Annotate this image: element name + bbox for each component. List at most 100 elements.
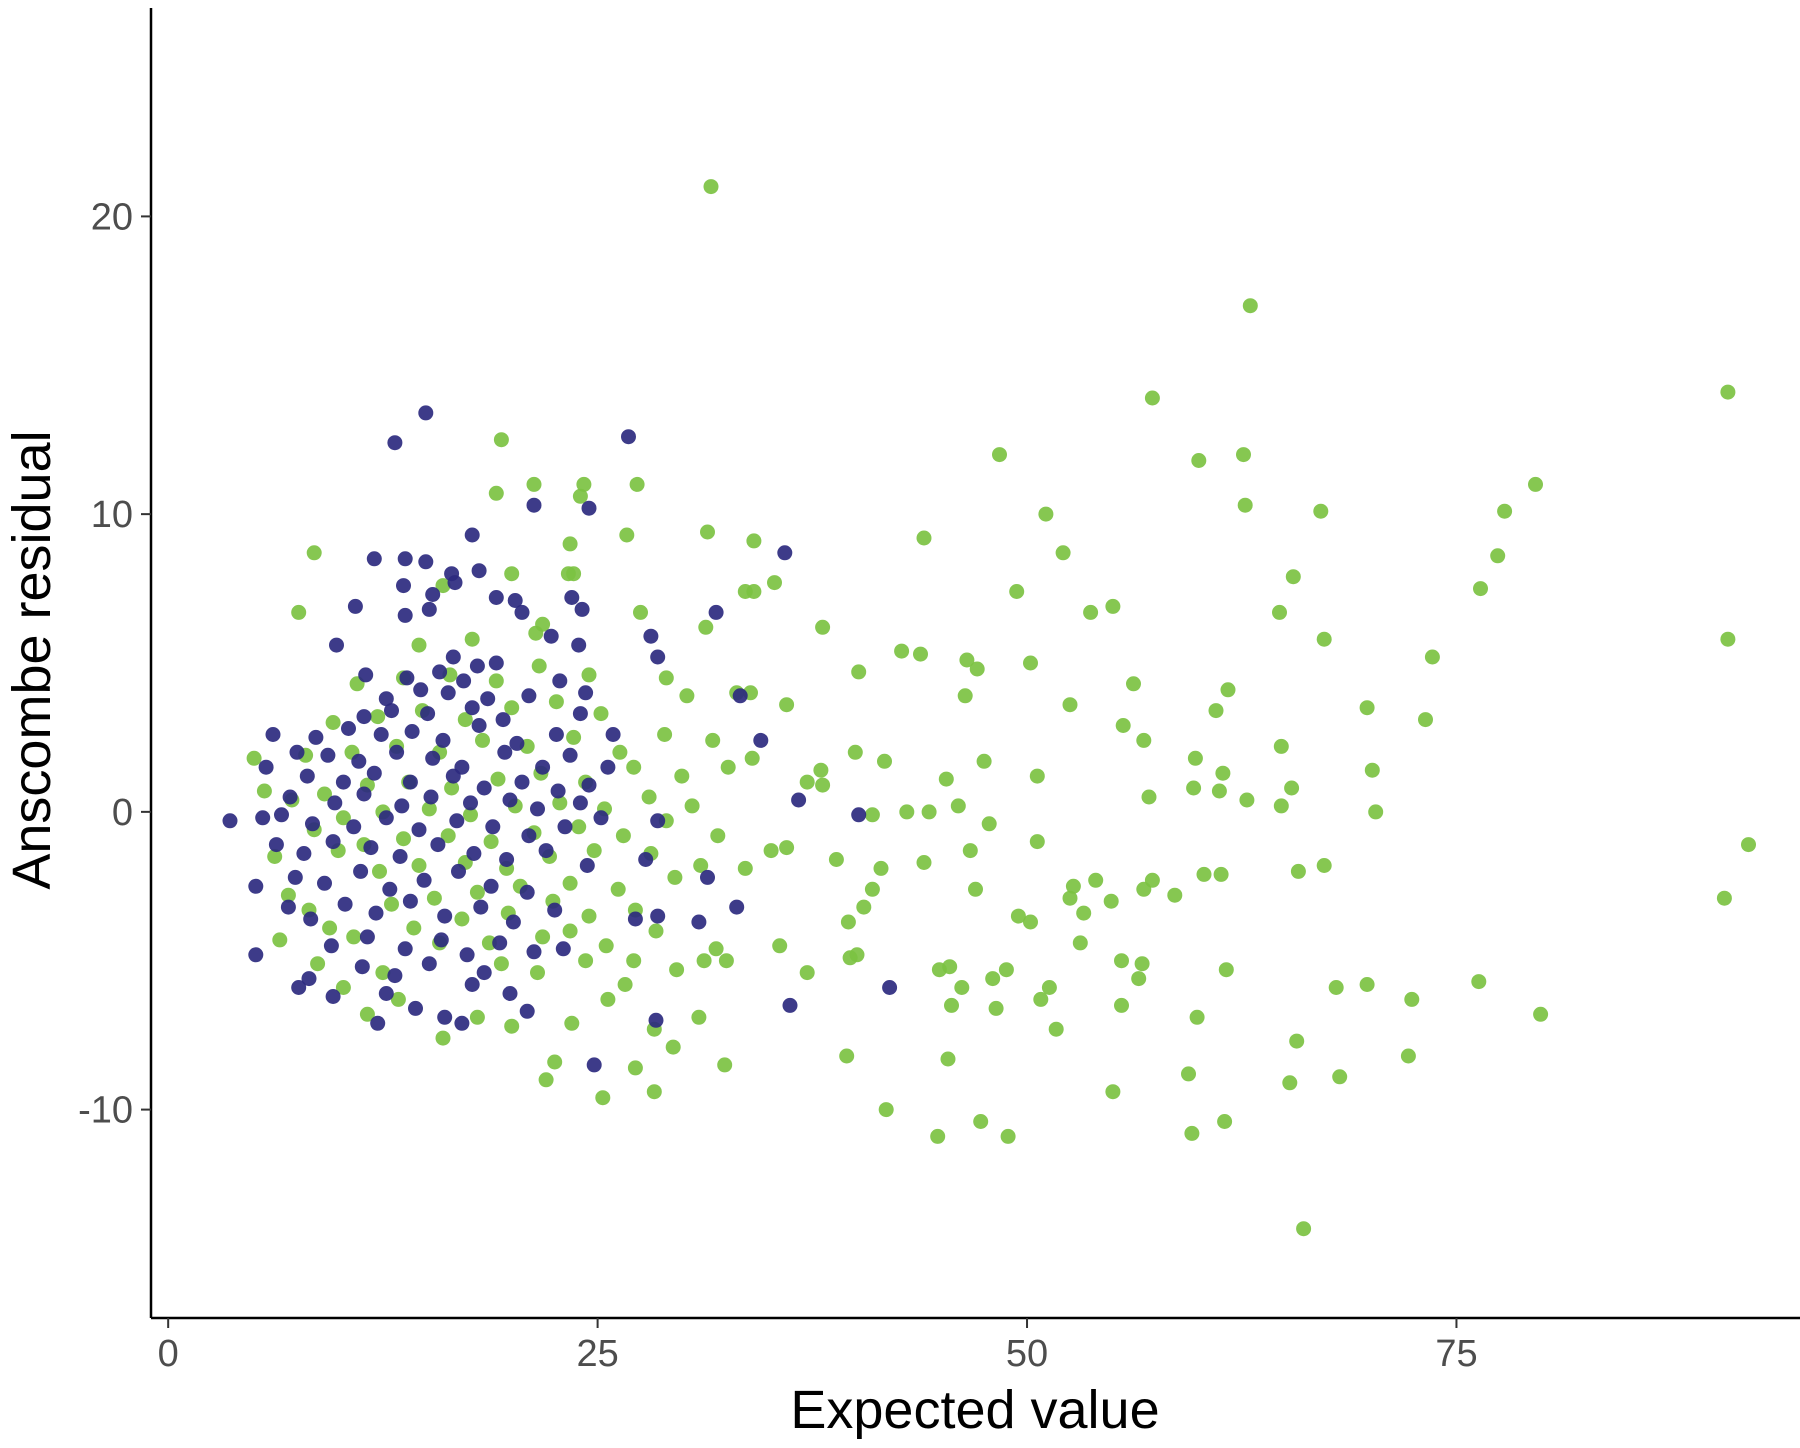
data-point — [693, 858, 709, 873]
data-point — [1218, 962, 1234, 978]
data-point — [287, 869, 303, 885]
data-point — [490, 771, 506, 787]
data-point — [387, 968, 403, 984]
data-point — [447, 575, 463, 591]
data-point — [359, 929, 375, 945]
data-point — [1741, 837, 1756, 853]
data-point — [514, 774, 530, 790]
data-point — [335, 980, 351, 995]
data-point — [799, 774, 815, 790]
data-point — [426, 890, 442, 906]
data-point — [329, 637, 344, 653]
data-point — [899, 804, 915, 820]
data-point — [717, 1057, 733, 1073]
data-point — [451, 863, 466, 879]
data-point — [521, 828, 537, 844]
data-point — [648, 1012, 664, 1028]
data-point — [325, 715, 341, 730]
data-point — [851, 807, 867, 823]
data-point — [1126, 676, 1141, 692]
data-point — [578, 685, 594, 701]
data-point — [1368, 804, 1384, 820]
data-point — [1196, 866, 1212, 882]
data-point — [1136, 732, 1152, 748]
data-point — [306, 545, 322, 561]
data-point — [1236, 447, 1251, 463]
data-point — [1239, 792, 1255, 808]
data-point — [548, 727, 564, 742]
data-point — [646, 1084, 662, 1100]
data-point — [356, 709, 372, 725]
data-point — [942, 959, 958, 975]
data-point — [1289, 1033, 1305, 1049]
data-point — [488, 590, 504, 605]
data-point — [595, 1090, 611, 1106]
data-point — [337, 896, 353, 912]
data-point — [267, 849, 283, 864]
data-point — [363, 840, 379, 856]
data-point — [1237, 497, 1253, 513]
data-point — [981, 816, 997, 832]
data-point — [378, 986, 394, 1001]
data-point — [425, 587, 441, 602]
data-point — [538, 1072, 554, 1088]
data-point — [703, 179, 719, 195]
data-point — [296, 846, 312, 861]
data-point — [1473, 581, 1488, 597]
data-point — [1023, 914, 1038, 930]
data-point — [418, 554, 434, 570]
data-point — [464, 631, 480, 647]
data-point — [476, 965, 492, 981]
data-point — [566, 729, 582, 745]
data-point — [950, 798, 966, 814]
data-point — [1187, 750, 1203, 766]
data-point — [973, 1114, 989, 1129]
data-point — [1105, 1084, 1121, 1100]
data-point — [459, 947, 475, 963]
data-point — [473, 899, 489, 915]
data-point — [547, 902, 563, 918]
data-point — [514, 604, 530, 620]
data-point — [322, 920, 338, 936]
data-point — [370, 709, 386, 725]
data-point — [744, 750, 760, 766]
data-point — [258, 759, 274, 775]
data-point — [359, 1006, 375, 1022]
data-point — [578, 953, 594, 969]
data-point — [746, 584, 762, 599]
data-point — [572, 488, 588, 504]
data-point — [289, 744, 305, 760]
data-point — [437, 908, 453, 924]
data-point — [411, 637, 427, 653]
y-tick-label: -10 — [78, 1090, 133, 1132]
data-point — [610, 881, 626, 897]
data-point — [378, 810, 394, 826]
data-point — [493, 432, 509, 448]
x-axis-title: Expected value — [790, 1380, 1159, 1440]
ticks-layer: 0 25 50 75 -10 0 10 20 — [78, 196, 1478, 1375]
data-point — [564, 590, 580, 605]
data-point — [372, 863, 387, 879]
data-point — [347, 598, 363, 614]
data-point — [782, 997, 798, 1013]
data-point — [586, 843, 602, 859]
data-point — [1215, 765, 1231, 781]
data-point — [1533, 1006, 1549, 1022]
data-point — [1273, 798, 1289, 814]
data-point — [562, 923, 578, 939]
data-point — [265, 727, 281, 742]
data-point — [327, 795, 343, 811]
data-point — [916, 530, 932, 546]
data-point — [341, 721, 356, 736]
data-point — [480, 691, 496, 707]
data-point — [976, 753, 992, 769]
data-point — [627, 1060, 643, 1076]
data-point — [799, 965, 815, 981]
data-point — [940, 1051, 956, 1067]
y-axis-title: Anscombe residual — [2, 430, 62, 889]
data-point — [504, 566, 520, 582]
data-point — [877, 753, 892, 769]
data-point — [605, 727, 621, 742]
data-point — [815, 777, 831, 793]
data-point — [921, 804, 937, 820]
